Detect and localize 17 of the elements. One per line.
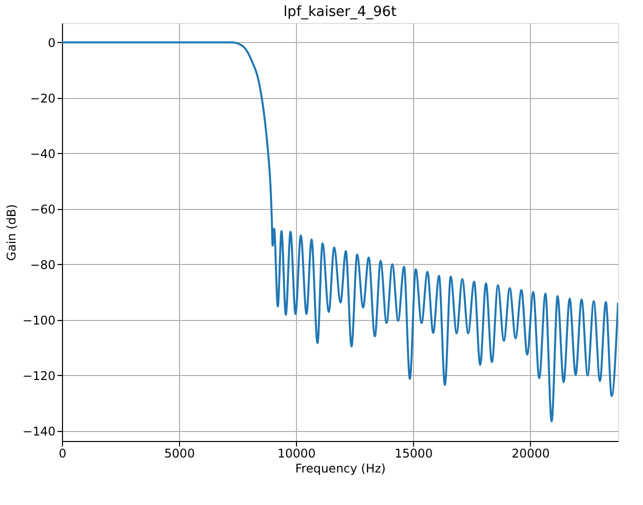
x-tick-label: 5000 — [164, 446, 195, 460]
y-tick-label: −20 — [30, 91, 56, 106]
y-tick-label: −100 — [22, 313, 56, 328]
y-tick-label: −140 — [22, 424, 56, 439]
line-series — [62, 41, 618, 422]
x-axis-title: Frequency (Hz) — [295, 462, 386, 476]
chart-title: lpf_kaiser_4_96t — [284, 4, 397, 20]
x-tick-label: 20000 — [512, 446, 550, 460]
y-tick-label: −80 — [30, 258, 56, 272]
x-tick-label: 15000 — [394, 446, 433, 460]
y-tick-label: −120 — [22, 368, 56, 383]
x-tick-label: 0 — [58, 446, 66, 460]
x-tick-label: 10000 — [278, 446, 316, 460]
y-axis-title: Gain (dB) — [4, 204, 19, 261]
y-tick-label: 0 — [48, 36, 56, 50]
y-tick-label: −40 — [30, 146, 56, 161]
y-tick-label: −60 — [30, 202, 56, 216]
